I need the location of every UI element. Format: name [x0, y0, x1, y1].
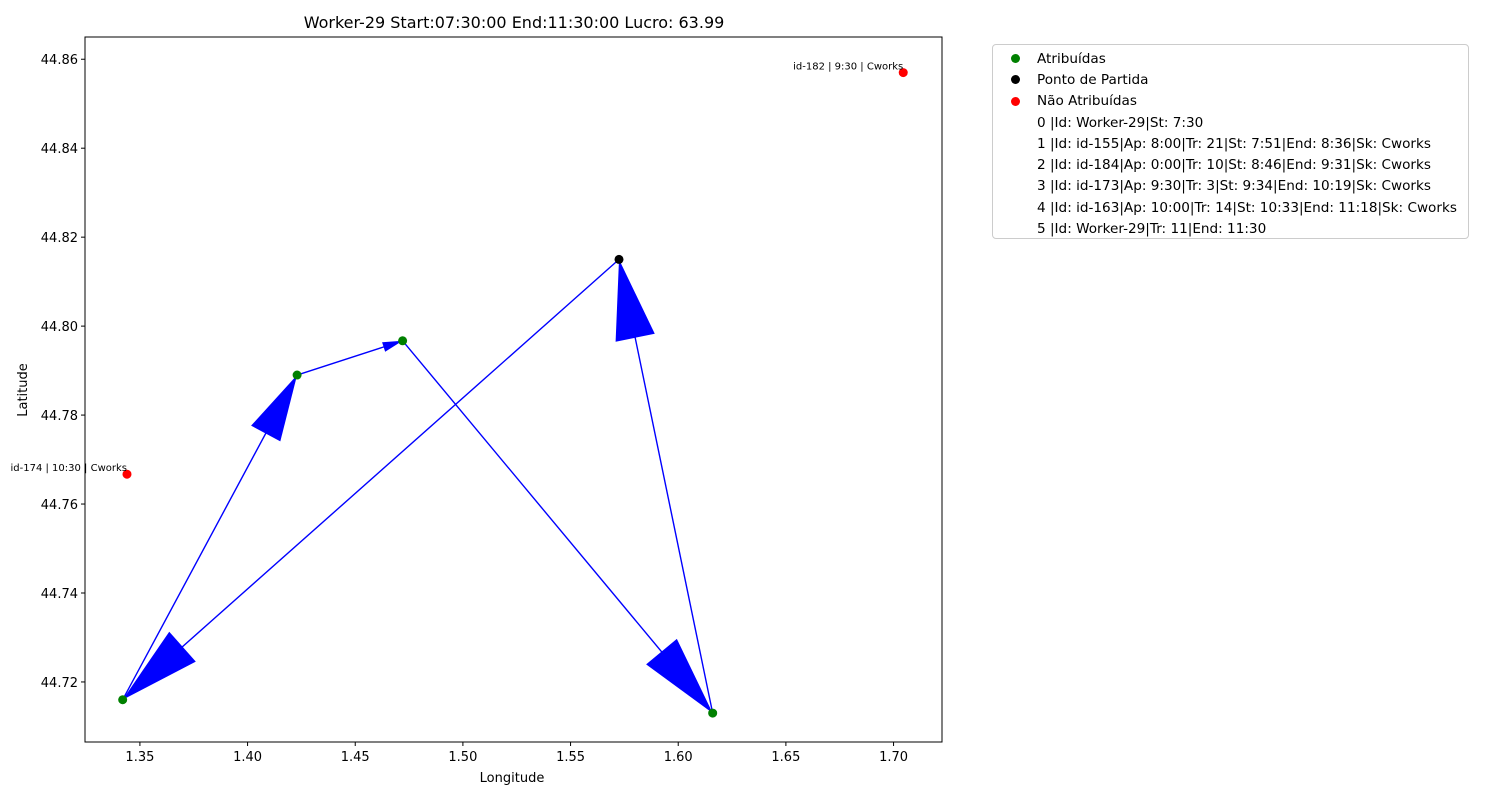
legend-label: Ponto de Partida [1037, 71, 1149, 88]
x-tick-label: 1.40 [233, 750, 262, 765]
legend-entry-stop: 2 |Id: id-184|Ap: 0:00|Tr: 10|St: 8:46|E… [993, 154, 1468, 175]
legend-entry-stop: 1 |Id: id-155|Ap: 8:00|Tr: 21|St: 7:51|E… [993, 133, 1468, 154]
y-tick-label: 44.78 [41, 409, 78, 424]
legend-entry-stop: 4 |Id: id-163|Ap: 10:00|Tr: 14|St: 10:33… [993, 197, 1468, 218]
y-axis: 44.72 44.74 44.76 44.78 44.80 44.82 44.84 44.86 [41, 53, 85, 691]
x-axis: 1.35 1.40 1.45 1.50 1.55 1.60 1.65 1.70 [125, 742, 908, 765]
legend-entry-stop: 0 |Id: Worker-29|St: 7:30 [993, 112, 1468, 133]
x-tick-label: 1.65 [771, 750, 800, 765]
red-marker-icon [1010, 96, 1020, 106]
legend-item-ponto-de-partida: Ponto de Partida [993, 69, 1468, 90]
y-tick-label: 44.74 [41, 587, 78, 602]
legend-label: 0 |Id: Worker-29|St: 7:30 [1037, 114, 1204, 131]
legend-label: Atribuídas [1037, 50, 1106, 67]
route-arrowhead [251, 375, 298, 442]
legend-entry-stop: 5 |Id: Worker-29|Tr: 11|End: 11:30 [993, 218, 1468, 239]
x-tick-label: 1.60 [664, 750, 693, 765]
axes-frame [84, 36, 943, 743]
legend-label: 4 |Id: id-163|Ap: 10:00|Tr: 14|St: 10:33… [1037, 199, 1457, 216]
x-tick-label: 1.55 [556, 750, 585, 765]
point-label: id-174 | 10:30 | Cworks [11, 463, 127, 474]
data-point [118, 695, 128, 705]
x-tick-label: 1.50 [448, 750, 477, 765]
legend-label: 5 |Id: Worker-29|Tr: 11|End: 11:30 [1037, 221, 1267, 238]
data-point [614, 254, 624, 264]
x-tick-label: 1.70 [879, 750, 908, 765]
legend-label: 3 |Id: id-173|Ap: 9:30|Tr: 3|St: 9:34|En… [1037, 178, 1431, 195]
y-tick-label: 44.86 [41, 53, 78, 68]
route-arrowhead [382, 340, 403, 352]
green-marker-icon [1010, 54, 1020, 64]
y-tick-label: 44.84 [41, 142, 78, 157]
data-point [898, 68, 908, 78]
legend: Atribuídas Ponto de Partida Não Atribuíd… [992, 44, 1469, 239]
point-label: id-182 | 9:30 | Cworks [793, 62, 903, 73]
legend-label: 1 |Id: id-155|Ap: 8:00|Tr: 21|St: 7:51|E… [1037, 135, 1431, 152]
y-tick-label: 44.82 [41, 231, 78, 246]
route-arrowhead [646, 638, 713, 714]
route-segment [402, 340, 714, 714]
legend-label: Não Atribuídas [1037, 93, 1137, 110]
x-axis-label: Longitude [480, 771, 545, 786]
y-tick-label: 44.72 [41, 676, 78, 691]
legend-item-nao-atribuidas: Não Atribuídas [993, 91, 1468, 112]
y-tick-label: 44.76 [41, 498, 78, 513]
black-marker-icon [1010, 75, 1020, 85]
chart-title: Worker-29 Start:07:30:00 End:11:30:00 Lu… [304, 13, 725, 32]
y-tick-label: 44.80 [41, 320, 78, 335]
data-point [122, 469, 132, 479]
x-tick-label: 1.45 [341, 750, 370, 765]
route-arrowhead [615, 259, 655, 342]
data-point [708, 708, 718, 718]
data-point [398, 336, 408, 346]
plot-area: id-182 | 9:30 | Cworks id-174 | 10:30 | C… [11, 62, 908, 718]
legend-entry-stop: 3 |Id: id-173|Ap: 9:30|Tr: 3|St: 9:34|En… [993, 176, 1468, 197]
x-tick-label: 1.35 [125, 750, 154, 765]
data-point [292, 370, 302, 380]
y-axis-label: Latitude [16, 363, 31, 417]
route-arrowhead [122, 631, 196, 700]
legend-item-atribuidas: Atribuídas [993, 48, 1468, 69]
legend-label: 2 |Id: id-184|Ap: 0:00|Tr: 10|St: 8:46|E… [1037, 157, 1431, 174]
route-segment [122, 258, 620, 701]
